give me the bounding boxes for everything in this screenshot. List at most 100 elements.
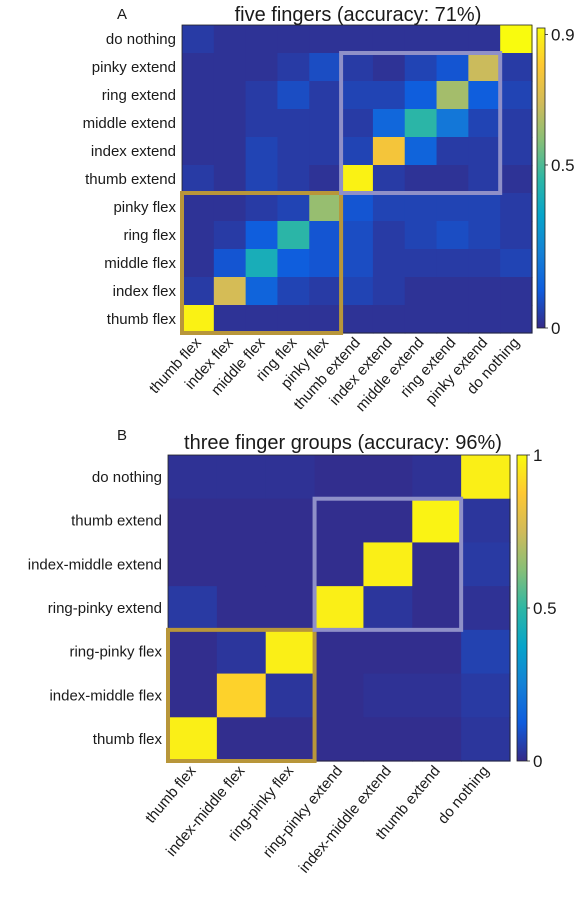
panel-b-cell — [314, 586, 365, 631]
panel-a-cell — [213, 305, 247, 334]
panel-b-heatmap — [167, 454, 511, 762]
panel-a-cell — [436, 193, 469, 222]
panel-a-cell — [404, 53, 438, 82]
panel-a-cell — [404, 165, 438, 194]
panel-a-cell — [500, 221, 533, 250]
panel-b-cell — [461, 455, 511, 500]
panel-a-cell — [309, 305, 342, 334]
panel-b-cell — [265, 629, 316, 675]
panel-a-plot-frame — [181, 24, 533, 334]
panel-b-cell — [412, 498, 462, 544]
panel-b-cell — [168, 455, 218, 500]
panel-a-y-tick-label: thumb flex — [107, 311, 177, 328]
panel-b-cell — [216, 629, 267, 675]
panel-b-cell — [314, 498, 365, 544]
panel-b-cell — [412, 586, 462, 631]
panel-b-cell — [412, 455, 462, 500]
panel-a-cell — [245, 25, 279, 54]
panel-b-cell — [363, 673, 413, 718]
panel-a-cell — [468, 249, 501, 278]
panel-b-cell — [216, 542, 267, 587]
panel-a-cell — [182, 193, 215, 222]
panel-b-title: three finger groups (accuracy: 96%) — [184, 432, 502, 454]
panel-a-cell — [182, 165, 215, 194]
panel-b-cell — [265, 498, 316, 544]
panel-b-cell — [461, 629, 511, 675]
panel-a-cell — [213, 165, 247, 194]
panel-a-cell — [372, 109, 406, 138]
panel-a-cell — [341, 109, 374, 138]
panel-a-cell — [436, 25, 469, 54]
panel-b-cell — [168, 629, 218, 675]
panel-a-cell — [213, 81, 247, 110]
panel-b-cell — [363, 629, 413, 675]
panel-a-letter: A — [117, 6, 127, 23]
panel-a-cell — [277, 53, 310, 82]
panel-b-extend-group-box — [312, 496, 464, 632]
panel-a-cell — [182, 137, 215, 166]
panel-a-cell — [213, 109, 247, 138]
panel-b-cell — [168, 542, 218, 587]
panel-a-cell — [277, 25, 310, 54]
panel-a-y-tick-labels: do nothing pinky extend ring extend middle … — [83, 31, 177, 328]
panel-a-cell — [372, 249, 406, 278]
panel-a-y-tick-label: ring extend — [102, 87, 176, 104]
panel-a-cell — [277, 249, 310, 278]
panel-a-cell — [372, 221, 406, 250]
panel-a-cell — [182, 221, 215, 250]
panel-a-cell — [213, 249, 247, 278]
panel-a-cell — [436, 109, 469, 138]
panel-a-cell — [245, 249, 279, 278]
panel-a-cell — [468, 25, 501, 54]
panel-a-cell — [372, 193, 406, 222]
panel-b-flex-group-box — [166, 627, 317, 763]
panel-a-y-tick-label: do nothing — [106, 31, 176, 48]
panel-a-cell — [341, 305, 374, 334]
panel-b-cell — [363, 498, 413, 544]
panel-a-cell — [341, 277, 374, 306]
panel-a-cell — [277, 277, 310, 306]
panel-b-cell — [265, 673, 316, 718]
panel-a-cell — [341, 249, 374, 278]
panel-a-colorbar-tick-label: 0.9 — [551, 26, 575, 45]
panel-a-cell — [309, 193, 342, 222]
panel-a-cell — [500, 81, 533, 110]
panel-a-cell — [213, 137, 247, 166]
panel-b-x-tick-label: index-middle extend — [296, 763, 395, 877]
panel-a-cell — [213, 193, 247, 222]
panel-b-y-tick-label: ring-pinky extend — [48, 600, 162, 617]
panel-a-cell — [500, 305, 533, 334]
panel-a-cell — [309, 53, 342, 82]
panel-a-cell — [468, 277, 501, 306]
panel-a-cell — [500, 193, 533, 222]
panel-a-cell — [245, 137, 279, 166]
panel-b-group-boxes — [166, 496, 464, 763]
panel-a-cell — [309, 221, 342, 250]
panel-a-y-tick-label: pinky flex — [113, 199, 176, 216]
panel-a-cell — [468, 165, 501, 194]
panel-a-colorbar-gradient — [536, 27, 546, 329]
panel-a-cell — [182, 53, 215, 82]
panel-a-title: five fingers (accuracy: 71%) — [235, 4, 482, 26]
panel-a-cell — [404, 221, 438, 250]
panel-a-y-tick-label: middle extend — [83, 115, 176, 132]
panel-a-y-tick-label: index extend — [91, 143, 176, 160]
panel-a-cell — [341, 221, 374, 250]
panel-a-cell — [404, 81, 438, 110]
panel-a-cell — [277, 109, 310, 138]
panel-b-cell — [461, 542, 511, 587]
panel-a-cell — [309, 25, 342, 54]
panel-b-y-tick-labels: do nothing thumb extend index-middle exten… — [28, 469, 163, 748]
panel-a-cell — [372, 277, 406, 306]
panel-b-cell — [216, 455, 267, 500]
panel-a-cell — [372, 137, 406, 166]
panel-b-cell — [216, 717, 267, 762]
panel-a-cell — [245, 165, 279, 194]
panel-b-cell — [363, 717, 413, 762]
panel-a-cell — [277, 193, 310, 222]
panel-a-cell — [468, 305, 501, 334]
panel-a-cell — [436, 165, 469, 194]
panel-a-y-tick-label: pinky extend — [92, 59, 176, 76]
panel-b-plot-frame — [167, 454, 511, 762]
